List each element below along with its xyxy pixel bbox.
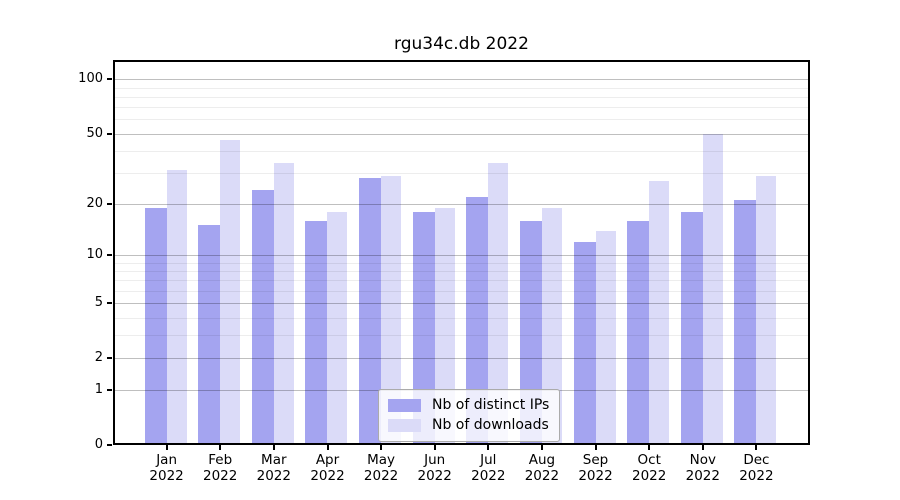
bar-downloads-jun <box>434 207 455 445</box>
y-tick-label-100: 100 <box>78 71 103 87</box>
x-tick-label-sep: Sep 2022 <box>578 452 613 484</box>
gridline-major-20 <box>113 203 810 205</box>
x-tick-label-jan: Jan 2022 <box>149 452 184 484</box>
gridline-major-100 <box>113 79 810 81</box>
y-tick-2 <box>107 357 112 359</box>
grid-layer <box>113 60 810 445</box>
x-tick-label-jun: Jun 2022 <box>417 452 452 484</box>
legend-swatch-distinct-ips <box>388 398 421 412</box>
bars-layer <box>113 60 810 445</box>
bar-downloads-may <box>381 175 402 445</box>
bar-distinct-ips-apr <box>305 220 328 445</box>
x-tick-label-dec: Dec 2022 <box>739 452 774 484</box>
x-tick-sep <box>594 445 597 450</box>
plot-area <box>113 60 810 445</box>
x-tick-mar <box>272 445 275 450</box>
x-tick-label-oct: Oct 2022 <box>632 452 667 484</box>
chart-title: rgu34c.db 2022 <box>394 34 529 54</box>
x-tick-jun <box>433 445 436 450</box>
x-tick-jan <box>165 445 168 450</box>
gridline-minor-80 <box>113 96 810 98</box>
y-tick-label-0: 0 <box>94 437 103 452</box>
bar-distinct-ips-oct <box>627 220 650 445</box>
bar-downloads-feb <box>220 140 241 445</box>
legend-item-downloads: Nb of downloads <box>388 415 549 435</box>
x-tick-label-feb: Feb 2022 <box>203 452 238 484</box>
y-tick-1 <box>107 389 112 392</box>
x-tick-jul <box>487 445 490 450</box>
x-tick-nov <box>701 445 704 450</box>
gridline-minor-70 <box>113 107 810 109</box>
gridline-minor-8 <box>113 270 810 272</box>
bar-downloads-oct <box>649 181 670 445</box>
gridline-minor-7 <box>113 280 810 282</box>
legend-label-downloads: Nb of downloads <box>432 417 549 433</box>
y-tick-20 <box>107 202 112 205</box>
bar-distinct-ips-jul <box>466 196 489 445</box>
legend-item-distinct-ips: Nb of distinct IPs <box>388 395 549 415</box>
gridline-minor-30 <box>113 173 810 174</box>
y-tick-label-20: 20 <box>86 195 103 211</box>
x-tick-aug <box>540 445 543 450</box>
bar-downloads-jan <box>166 170 187 445</box>
gridline-minor-9 <box>113 262 810 264</box>
x-tick-dec <box>755 445 758 450</box>
bar-distinct-ips-feb <box>198 225 221 445</box>
bar-distinct-ips-sep <box>573 241 596 445</box>
bar-distinct-ips-dec <box>734 200 757 445</box>
y-tick-label-10: 10 <box>86 247 103 262</box>
gridline-major-2 <box>113 358 810 359</box>
x-tick-label-may: May 2022 <box>363 452 399 484</box>
gridline-major-50 <box>113 133 810 135</box>
y-tick-0 <box>107 444 112 446</box>
bar-distinct-ips-jan <box>144 207 167 445</box>
x-tick-label-aug: Aug 2022 <box>524 452 560 484</box>
bar-downloads-aug <box>541 207 562 445</box>
bar-distinct-ips-aug <box>519 220 542 445</box>
gridline-minor-3 <box>113 335 810 337</box>
bar-distinct-ips-mar <box>251 190 274 445</box>
gridline-minor-60 <box>113 119 810 121</box>
bar-downloads-mar <box>273 163 294 445</box>
gridline-minor-40 <box>113 150 810 152</box>
x-tick-may <box>380 445 383 450</box>
gridline-minor-6 <box>113 290 810 292</box>
y-tick-label-50: 50 <box>86 125 103 141</box>
y-tick-label-5: 5 <box>94 295 103 311</box>
legend: Nb of distinct IPs Nb of downloads <box>378 389 561 442</box>
bar-distinct-ips-nov <box>680 211 703 445</box>
bar-downloads-sep <box>595 230 616 445</box>
y-tick-label-1: 1 <box>94 382 103 398</box>
x-tick-oct <box>648 445 651 450</box>
x-tick-feb <box>219 445 222 450</box>
bar-distinct-ips-jun <box>412 211 435 445</box>
gridline-minor-90 <box>113 87 810 89</box>
x-tick-label-jul: Jul 2022 <box>471 452 506 484</box>
y-tick-50 <box>107 132 112 135</box>
x-tick-label-mar: Mar 2022 <box>256 452 291 484</box>
y-tick-label-2: 2 <box>94 350 103 365</box>
bar-distinct-ips-may <box>359 178 382 445</box>
bar-downloads-apr <box>327 211 348 445</box>
bar-downloads-jul <box>488 163 509 445</box>
gridline-minor-4 <box>113 317 810 319</box>
x-tick-label-apr: Apr 2022 <box>310 452 345 484</box>
y-tick-5 <box>107 302 112 305</box>
x-tick-apr <box>326 445 329 450</box>
x-tick-label-nov: Nov 2022 <box>685 452 720 484</box>
y-tick-100 <box>107 78 112 81</box>
gridline-major-10 <box>113 255 810 256</box>
legend-swatch-downloads <box>388 418 421 432</box>
bar-downloads-nov <box>702 133 723 445</box>
y-tick-10 <box>107 254 112 256</box>
legend-label-distinct-ips: Nb of distinct IPs <box>432 397 550 413</box>
gridline-major-5 <box>113 303 810 305</box>
bar-downloads-dec <box>756 175 777 445</box>
